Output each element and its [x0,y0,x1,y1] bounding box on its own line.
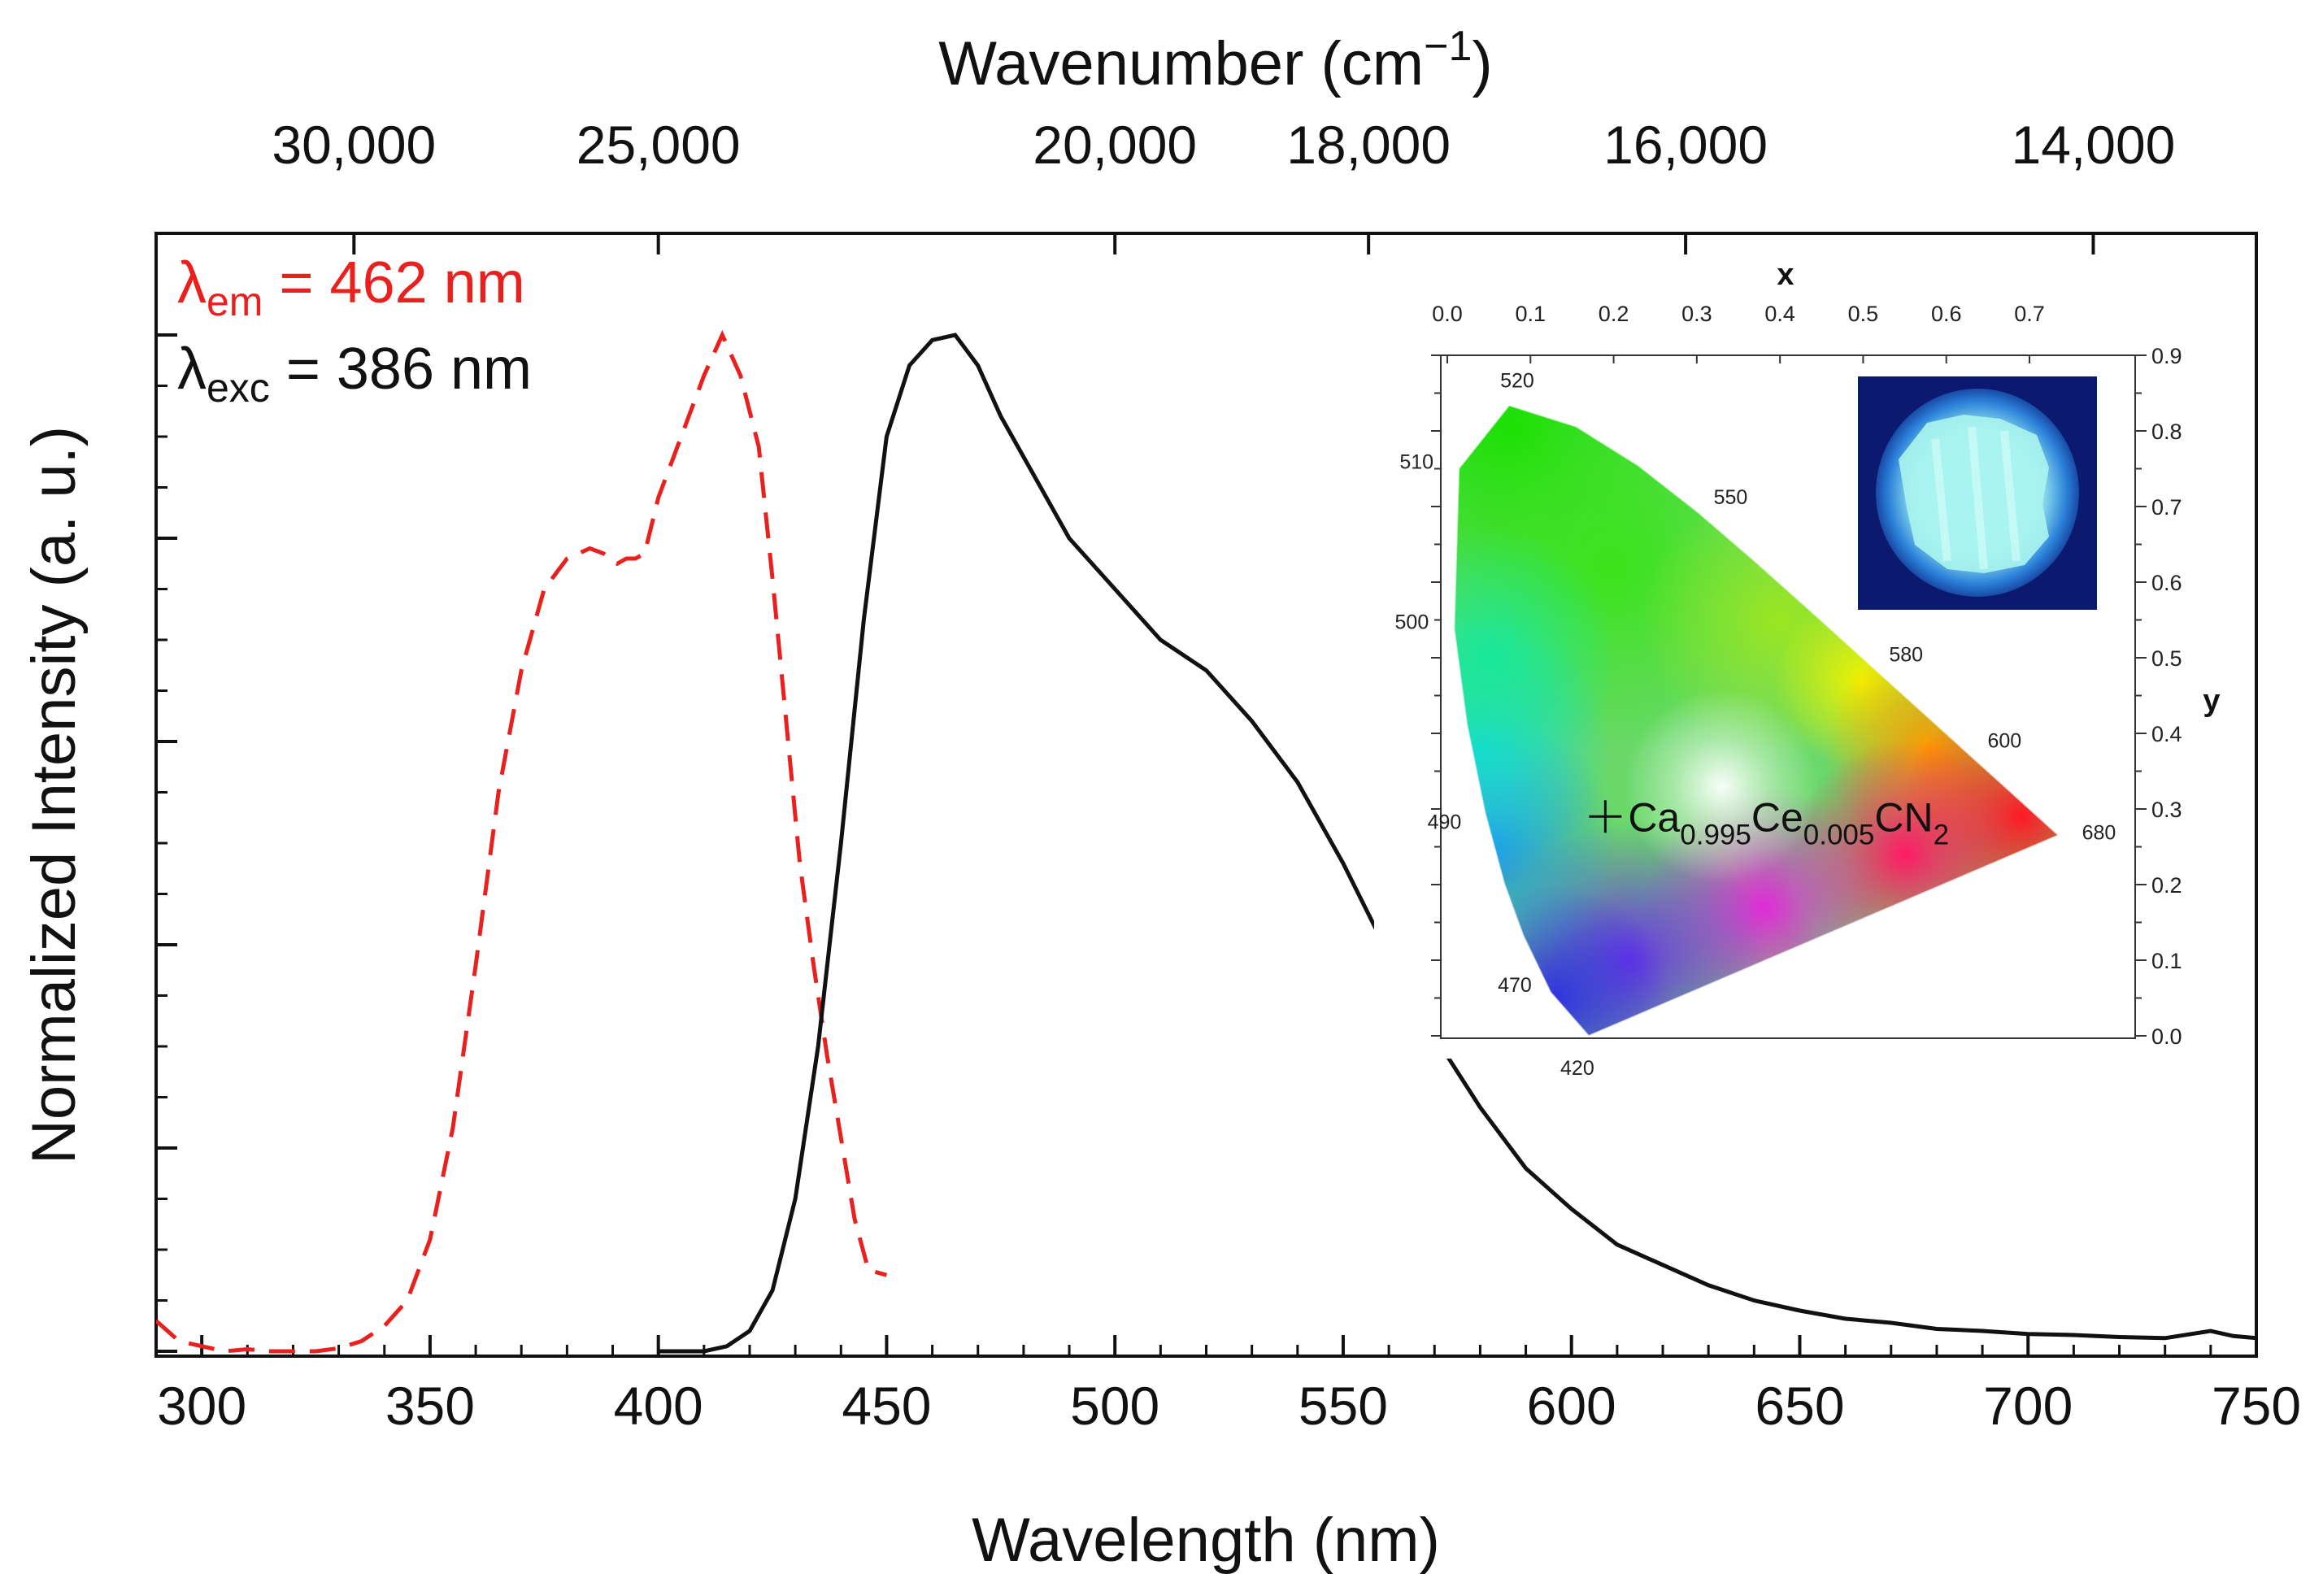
cie-y-ticks: 0.0 0.1 0.2 0.3 0.4 0.5 0.6 0.7 0.8 0.9 [1431,344,2182,1049]
chromaticity-point-marker [1589,800,1622,833]
cie-x-tick-label: 0.1 [1516,302,1546,326]
emission-series-line [658,333,2256,1354]
cie-wavelength-label: 550 [1714,486,1748,509]
cie-y-tick-label: 0.0 [2151,1024,2182,1049]
cie-y-tick-label: 0.5 [2151,646,2182,671]
cie-x-tick-label: 0.7 [2014,302,2045,326]
top-axis-title-superscript: −1 [1424,23,1472,70]
cie-chromaticity-inset: 0.0 0.1 0.2 0.3 0.4 0.5 0.6 0.7 0.0 0.1 0.2 0.3 0.4… [1374,258,2252,1080]
cie-y-tick-label: 0.9 [2151,344,2182,368]
x-tick-label: 350 [385,1376,475,1436]
sample-photo [1858,376,2097,610]
cie-spectral-locus [1453,404,2060,1037]
cie-wavelength-label: 600 [1987,730,2021,753]
cie-x-tick-label: 0.5 [1848,302,1879,326]
legend-item-excitation: λem = 462 nm [177,250,525,324]
x-tick-label: 600 [1527,1376,1616,1436]
cie-color-blob [1454,528,1620,788]
cie-wavelength-label: 470 [1498,974,1532,997]
cie-wavelength-label: 510 [1399,450,1433,473]
cie-wavelength-labels: 520 550 510 500 580 600 680 490 470 420 [1395,370,2116,1080]
cie-wavelength-label: 520 [1500,370,1534,393]
x-axis-ticks: 300 350 400 450 500 550 600 650 700 750 [157,1335,2301,1436]
cie-wavelength-label: 490 [1428,811,1462,834]
cie-x-tick-label: 0.2 [1599,302,1629,326]
cie-y-tick-label: 0.2 [2151,873,2182,898]
legend: λem = 462 nm λexc = 386 nm [177,250,532,411]
cie-wavelength-label: 680 [2082,821,2116,844]
top-tick-label: 20,000 [1033,115,1197,175]
top-axis-ticks: 30,000 25,000 20,000 18,000 16,000 14,000 [272,115,2175,254]
cie-y-tick-label: 0.7 [2151,495,2182,520]
x-tick-label: 500 [1070,1376,1159,1436]
x-tick-label: 550 [1299,1376,1388,1436]
x-tick-label: 450 [842,1376,931,1436]
x-axis-title: Wavelength (nm) [972,1506,1440,1575]
cie-x-tick-label: 0.6 [1931,302,1962,326]
cie-x-tick-label: 0.3 [1681,302,1712,326]
cie-white-point-glow [1624,689,1820,885]
x-tick-label: 750 [2212,1376,2301,1436]
cie-x-tick-label: 0.0 [1432,302,1463,326]
cie-y-axis-title: y [2203,684,2220,718]
x-tick-label: 700 [1983,1376,2073,1436]
cie-wavelength-label: 420 [1560,1057,1594,1080]
x-tick-label: 400 [614,1376,703,1436]
top-axis-title: Wavenumber (cm−1) [938,23,1492,98]
top-tick-label: 16,000 [1603,115,1768,175]
top-tick-label: 30,000 [272,115,436,175]
legend-item-emission: λexc = 386 nm [177,337,532,411]
top-tick-label: 25,000 [576,115,741,175]
cie-x-tick-label: 0.4 [1764,302,1795,326]
cie-y-tick-label: 0.3 [2151,798,2182,822]
top-tick-label: 14,000 [2012,115,2176,175]
cie-plot-frame [1440,354,2136,1039]
x-tick-label: 300 [157,1376,246,1436]
chromaticity-point-label: Ca0.995Ce0.005CN2 [1628,794,1949,850]
y-axis-title: Normalized Intensity (a. u.) [20,426,89,1164]
excitation-series-line [156,329,888,1354]
cie-y-tick-label: 0.4 [2151,722,2182,746]
cie-y-tick-label: 0.1 [2151,949,2182,973]
cie-y-tick-label: 0.6 [2151,571,2182,595]
cie-x-ticks: 0.0 0.1 0.2 0.3 0.4 0.5 0.6 0.7 [1432,302,2045,363]
y-axis-ticks [156,333,177,1353]
top-tick-label: 18,000 [1286,115,1451,175]
cie-x-axis-title: x [1777,258,1794,292]
cie-wavelength-label: 580 [1889,643,1923,666]
cie-y-tick-label: 0.8 [2151,420,2182,444]
x-tick-label: 650 [1755,1376,1844,1436]
cie-wavelength-label: 500 [1395,611,1429,633]
